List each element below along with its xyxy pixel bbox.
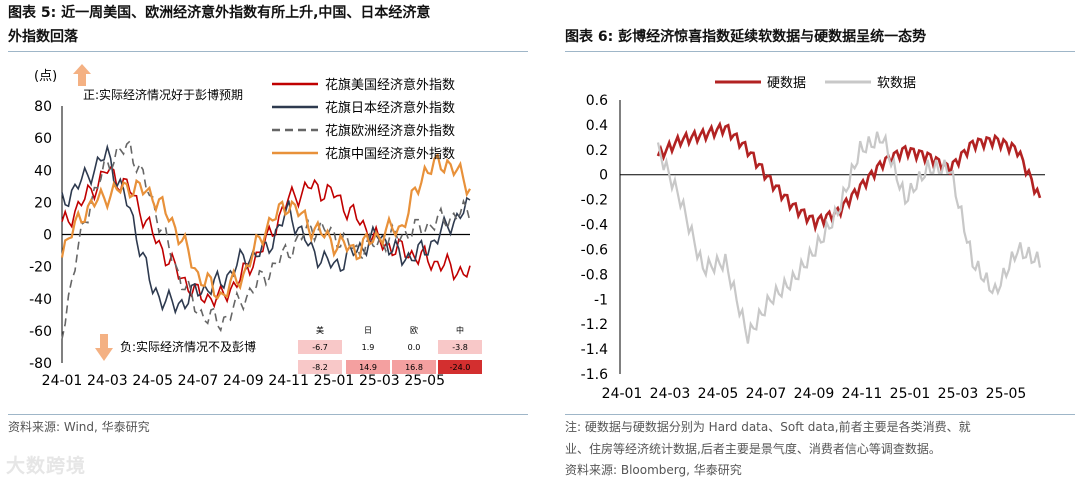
y-tick-label: 60 [34, 131, 52, 147]
left-source-rule [8, 414, 528, 415]
y-tick-label: -0.8 [581, 267, 608, 283]
table-header: 欧 [410, 325, 418, 335]
y-tick-label: 0 [599, 168, 608, 184]
legend-label: 软数据 [877, 76, 916, 91]
x-tick-label: 24-11 [268, 373, 309, 389]
right-chart-note-line1: 注: 硬数据与硬数据分别为 Hard data、Soft data,前者主要是各… [565, 420, 971, 434]
y-tick-label: -40 [29, 292, 52, 308]
table-cell [346, 340, 390, 354]
legend-label: 花旗欧洲经济意外指数 [325, 123, 455, 139]
right-source-rule [565, 414, 1075, 415]
legend-label: 硬数据 [767, 76, 806, 91]
down-arrow-icon [95, 334, 113, 361]
y-tick-label: 0.4 [586, 118, 608, 134]
y-tick-label: 0 [43, 228, 52, 244]
y-tick-label: 0.6 [586, 93, 608, 109]
table-header: 中 [456, 325, 464, 335]
x-tick-label: 24-05 [132, 373, 173, 389]
annotation-positive: 正:实际经济情况好于彭博预期 [83, 87, 243, 102]
y-tick-label: -20 [29, 260, 52, 276]
table-cell [438, 340, 482, 354]
watermark-logo: 大数跨境 [6, 455, 87, 477]
table-cell [438, 360, 482, 374]
series-line [656, 120, 1042, 234]
x-tick-label: 24-03 [650, 386, 691, 398]
y-tick-label: -60 [29, 324, 52, 340]
right-chart-note-line2: 业、住房等经济统计数据,后者主要是景气度、消费者信心等调查数据。 [565, 442, 941, 456]
table-header: 美 [316, 325, 324, 335]
left-chart-title-line2: 外指数回落 [8, 29, 78, 45]
left-title-rule [8, 51, 528, 52]
y-tick-label: -80 [29, 356, 52, 372]
right-chart-title: 图表 6: 彭博经济惊喜指数延续软数据与硬数据呈统一态势 [565, 29, 927, 45]
x-tick-label: 24-09 [223, 373, 264, 389]
right-chart: 硬数据 软数据 0.6 0.4 0.2 0 -0.2 -0.4 -0.6 -0.8 -1 -1.2 -… [581, 76, 1045, 398]
table-cell [392, 360, 436, 374]
table-cell [298, 360, 342, 374]
y-tick-label: -0.2 [581, 193, 608, 209]
table-header: 日 [364, 326, 372, 335]
x-tick-label: 25-01 [314, 373, 355, 389]
table-value: 16.8 [405, 363, 423, 372]
x-tick-label: 25-05 [404, 373, 445, 389]
y-tick-label: -1.6 [581, 367, 608, 383]
right-chart-source: 资料来源: Bloomberg, 华泰研究 [565, 463, 742, 477]
table-value: -8.2 [312, 363, 328, 372]
legend-label: 花旗日本经济意外指数 [325, 100, 455, 116]
table-value: -24.0 [450, 363, 471, 372]
y-axis-unit-label: (点) [34, 69, 57, 84]
left-chart-source: 资料来源: Wind, 华泰研究 [8, 420, 150, 434]
table-value: -3.8 [452, 343, 468, 352]
x-tick-label: 24-01 [602, 386, 643, 398]
y-tick-label: -0.6 [581, 242, 608, 258]
y-tick-label: -1 [594, 292, 608, 308]
y-tick-label: 20 [34, 195, 52, 211]
x-tick-label: 24-03 [87, 373, 128, 389]
x-tick-label: 24-07 [746, 386, 787, 398]
legend-label: 花旗中国经济意外指数 [325, 146, 455, 162]
legend-label: 花旗美国经济意外指数 [325, 77, 455, 93]
series-line [61, 139, 471, 340]
y-tick-label: 0.2 [586, 143, 608, 159]
x-tick-label: 24-11 [842, 386, 883, 398]
series-line [60, 152, 471, 301]
series-line [656, 131, 1042, 344]
left-chart: (点) -80 -60 -40 -20 0 20 40 60 80 24-01 24-03 24-05… [29, 64, 482, 389]
table-cell [392, 340, 436, 354]
table-cell [346, 360, 390, 374]
x-tick-label: 25-03 [938, 386, 979, 398]
y-tick-label: -1.2 [581, 317, 608, 333]
x-tick-label: 24-05 [698, 386, 739, 398]
x-tick-label: 25-03 [359, 373, 400, 389]
x-tick-label: 25-01 [890, 386, 931, 398]
table-value: 0.0 [408, 343, 421, 352]
annotation-negative: 负:实际经济情况不及彭博 [120, 339, 256, 354]
up-arrow-icon [73, 64, 91, 86]
table-cell [298, 340, 342, 354]
x-tick-label: 24-09 [794, 386, 835, 398]
y-tick-label: -1.4 [581, 342, 608, 358]
y-tick-label: 80 [34, 99, 52, 115]
table-value: 1.9 [362, 343, 375, 352]
series-line [61, 143, 471, 315]
x-tick-label: 25-05 [986, 386, 1027, 398]
x-tick-label: 24-01 [42, 373, 83, 389]
left-chart-title-line1: 图表 5: 近一周美国、欧洲经济意外指数有所上升,中国、日本经济意 [8, 5, 431, 21]
y-tick-label: -0.4 [581, 218, 608, 234]
table-value: -6.7 [312, 343, 328, 352]
y-tick-label: 40 [34, 163, 52, 179]
x-tick-label: 24-07 [178, 373, 219, 389]
right-title-rule [565, 51, 1075, 52]
table-value: 14.9 [359, 363, 377, 372]
